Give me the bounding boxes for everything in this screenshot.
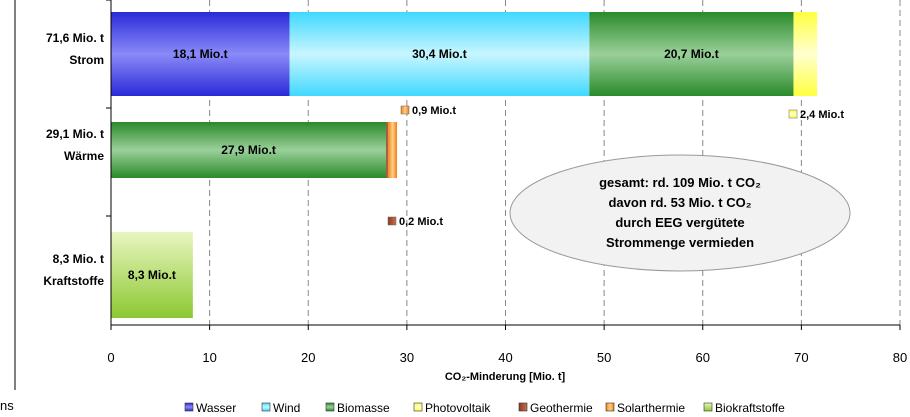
legend-label-biokraftstoffe: Biokraftstoffe bbox=[715, 401, 785, 415]
legend-label-wind: Wind bbox=[273, 401, 300, 415]
callout-swatch-photovoltaik bbox=[788, 109, 798, 119]
category-name-label: Wärme bbox=[64, 149, 104, 163]
callout-label-solarthermie: 0,9 Mio.t bbox=[412, 105, 456, 117]
bar-label-strom-wasser: 18,1 Mio.t bbox=[173, 47, 228, 61]
bar-label-kraftstoffe-biokraftstoffe: 8,3 Mio.t bbox=[128, 268, 176, 282]
summary-ellipse bbox=[509, 154, 851, 272]
x-tick-label: 40 bbox=[498, 350, 512, 365]
legend-swatch-photovoltaik bbox=[413, 402, 423, 412]
legend-label-geothermie: Geothermie bbox=[530, 401, 593, 415]
legend-swatch-geothermie bbox=[518, 402, 528, 412]
x-tick-label: 0 bbox=[107, 350, 114, 365]
summary-line-4: Strommenge vermieden bbox=[606, 235, 754, 250]
legend-label-wasser: Wasser bbox=[196, 401, 236, 415]
summary-line-1: gesamt: rd. 109 Mio. t CO₂ bbox=[599, 175, 761, 190]
x-tick-label: 80 bbox=[893, 350, 907, 365]
x-tick-label: 70 bbox=[794, 350, 808, 365]
side-fragment: ns bbox=[0, 398, 14, 413]
legend-swatch-solarthermie bbox=[605, 402, 615, 412]
legend-swatch-biomasse bbox=[325, 402, 335, 412]
legend-swatch-biokraftstoffe bbox=[703, 402, 713, 412]
category-total-label: 29,1 Mio. t bbox=[46, 127, 104, 141]
x-tick-label: 20 bbox=[301, 350, 315, 365]
bar-strom-wasser bbox=[111, 12, 290, 96]
bar-waerme-biomasse bbox=[111, 122, 387, 178]
category-total-label: 8,3 Mio. t bbox=[53, 252, 104, 266]
category-name-label: Kraftstoffe bbox=[43, 274, 104, 288]
bar-label-waerme-biomasse: 27,9 Mio.t bbox=[221, 143, 276, 157]
category-total-label: 71,6 Mio. t bbox=[46, 31, 104, 45]
legend-swatch-wasser bbox=[184, 402, 194, 412]
x-axis: 0 10 20 30 40 50 60 70 80 bbox=[106, 0, 907, 365]
callouts: 0,9 Mio.t 2,4 Mio.t 0,2 Mio.t bbox=[387, 105, 844, 228]
x-axis-title: CO₂-Minderung [Mio. t] bbox=[445, 371, 566, 383]
x-tick-label: 50 bbox=[597, 350, 611, 365]
bar-label-strom-biomasse: 20,7 Mio.t bbox=[664, 47, 719, 61]
x-tick-label: 30 bbox=[400, 350, 414, 365]
callout-label-geothermie: 0,2 Mio.t bbox=[399, 216, 443, 228]
summary-line-2: davon rd. 53 Mio. t CO₂ bbox=[608, 195, 751, 210]
bar-waerme-solarthermie bbox=[388, 122, 398, 178]
legend-label-solarthermie: Solarthermie bbox=[617, 401, 685, 415]
bar-waerme-geothermie bbox=[386, 122, 389, 178]
legend-label-biomasse: Biomasse bbox=[337, 401, 390, 415]
bars: 18,1 Mio.t 30,4 Mio.t 20,7 Mio.t 27,9 Mio.t… bbox=[111, 12, 818, 318]
legend-swatch-wind bbox=[261, 402, 271, 412]
legend: Wasser Wind Biomasse Photovoltaik Geothermie… bbox=[184, 401, 785, 415]
callout-swatch-solarthermie bbox=[400, 105, 410, 115]
summary-line-3: durch EEG vergütete bbox=[615, 215, 744, 230]
category-labels: 71,6 Mio. t Strom 29,1 Mio. t Wärme 8,3 Mio.… bbox=[43, 31, 104, 288]
callout-swatch-geothermie bbox=[387, 216, 397, 226]
bar-strom-photovoltaik bbox=[793, 12, 818, 96]
bar-kraftstoffe-biokraftstoffe bbox=[111, 232, 193, 318]
x-tick-label: 10 bbox=[202, 350, 216, 365]
callout-label-photovoltaik: 2,4 Mio.t bbox=[800, 109, 844, 121]
x-tick-label: 60 bbox=[696, 350, 710, 365]
category-name-label: Strom bbox=[69, 53, 104, 67]
bar-strom-wind bbox=[289, 12, 590, 96]
summary-box: gesamt: rd. 109 Mio. t CO₂ davon rd. 53 … bbox=[509, 154, 851, 272]
bar-label-strom-wind: 30,4 Mio.t bbox=[412, 47, 467, 61]
bar-strom-biomasse bbox=[589, 12, 794, 96]
legend-label-photovoltaik: Photovoltaik bbox=[425, 401, 491, 415]
